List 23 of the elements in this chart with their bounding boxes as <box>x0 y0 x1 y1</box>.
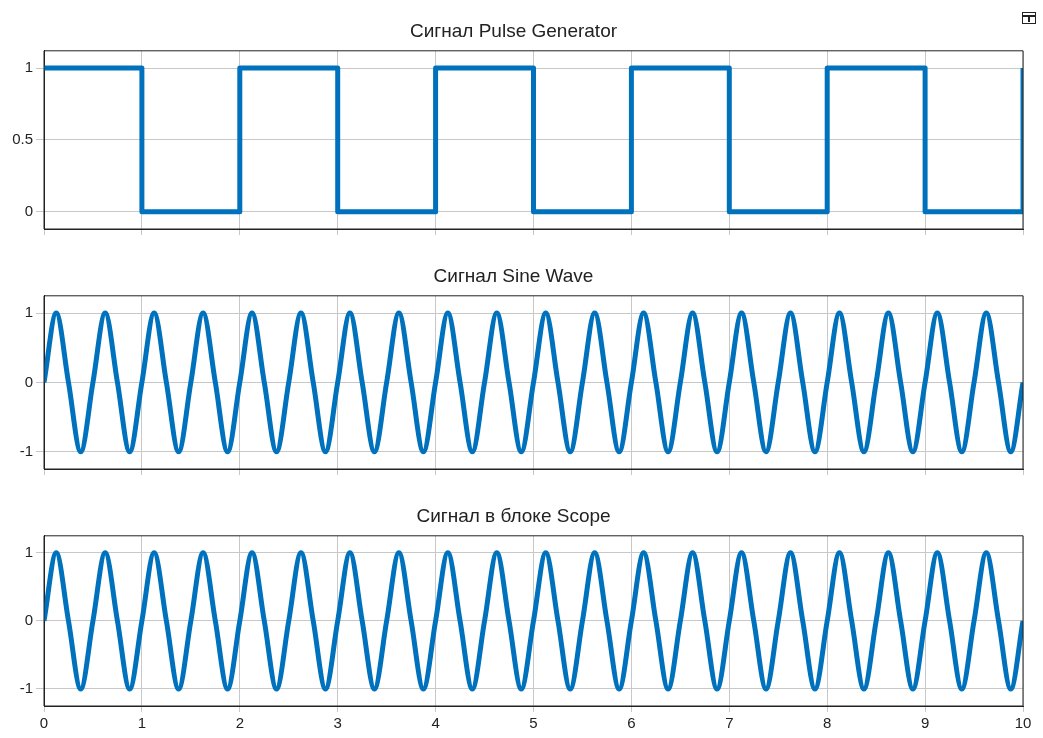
x-tick-label: 10 <box>1014 714 1032 732</box>
y-tick-label: 0 <box>24 372 33 390</box>
x-tick-label: 9 <box>920 714 930 732</box>
y-tick-label: 0 <box>24 611 33 629</box>
x-tick-label: 4 <box>431 714 440 732</box>
x-tick-label: 2 <box>235 714 244 732</box>
chart-title: Сигнал Sine Wave <box>433 264 594 286</box>
x-tick-label: 1 <box>137 714 147 732</box>
x-tick-label: 0 <box>39 714 49 732</box>
y-tick-label: 1 <box>24 303 33 321</box>
y-tick-label: 1 <box>24 58 33 76</box>
x-tick-label: 7 <box>725 714 734 732</box>
chart-title: Сигнал в блоке Scope <box>416 504 611 526</box>
y-tick-label: 0 <box>24 201 33 219</box>
y-tick-label: -1 <box>19 679 33 697</box>
x-tick-label: 6 <box>627 714 636 732</box>
x-tick-label: 5 <box>529 714 538 732</box>
y-tick-label: 1 <box>24 542 33 560</box>
x-tick-label: 3 <box>333 714 342 732</box>
chart-title: Сигнал Pulse Generator <box>409 19 618 41</box>
x-tick-label: 8 <box>823 714 832 732</box>
y-tick-label: 0.5 <box>12 130 33 148</box>
y-tick-label: -1 <box>19 441 33 459</box>
